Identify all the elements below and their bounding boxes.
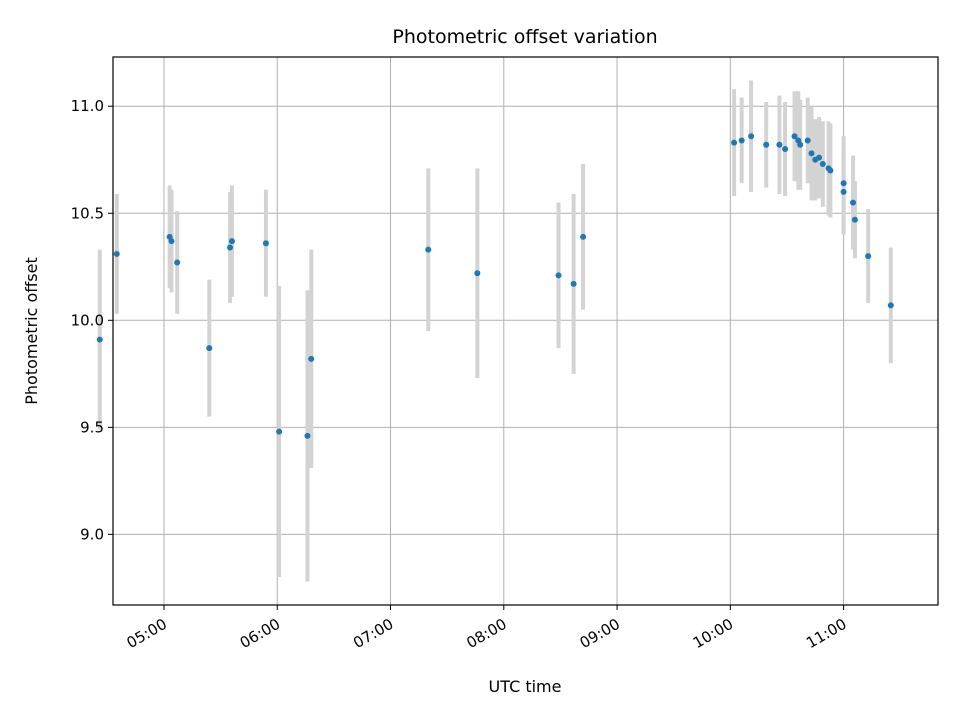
data-point bbox=[791, 133, 798, 140]
data-point bbox=[865, 253, 872, 260]
data-point bbox=[206, 345, 213, 352]
y-axis-ticks: 9.0 9.5 10.0 10.5 11.0 bbox=[71, 97, 113, 543]
data-point bbox=[827, 167, 834, 174]
y-tick-label: 9.5 bbox=[80, 418, 104, 436]
grid bbox=[113, 57, 938, 605]
data-point bbox=[276, 428, 283, 435]
y-axis-label: Photometric offset bbox=[22, 257, 41, 405]
y-tick-label: 11.0 bbox=[71, 97, 104, 115]
data-point bbox=[887, 302, 894, 309]
y-tick-label: 10.0 bbox=[71, 311, 104, 329]
data-point bbox=[731, 139, 738, 146]
data-point bbox=[819, 161, 826, 168]
data-point bbox=[763, 141, 770, 148]
data-point bbox=[840, 180, 847, 187]
data-point bbox=[308, 355, 315, 362]
data-point bbox=[804, 137, 811, 144]
data-point bbox=[570, 280, 577, 287]
data-point bbox=[851, 216, 858, 223]
data-point bbox=[840, 188, 847, 195]
data-point bbox=[228, 238, 235, 245]
data-point bbox=[168, 238, 175, 245]
data-point bbox=[113, 250, 120, 257]
data-point bbox=[808, 150, 815, 157]
data-point bbox=[425, 246, 432, 253]
data-point bbox=[580, 233, 587, 240]
data-point bbox=[738, 137, 745, 144]
chart-title: Photometric offset variation bbox=[392, 26, 657, 48]
data-point bbox=[474, 270, 481, 277]
data-point bbox=[776, 141, 783, 148]
data-point bbox=[227, 244, 234, 251]
data-point bbox=[748, 133, 755, 140]
data-points bbox=[96, 133, 894, 439]
data-point bbox=[555, 272, 562, 279]
y-tick-label: 10.5 bbox=[71, 204, 104, 222]
data-point bbox=[816, 154, 823, 161]
x-axis-label: UTC time bbox=[489, 677, 562, 696]
data-point bbox=[174, 259, 181, 266]
data-point bbox=[797, 141, 804, 148]
data-point bbox=[850, 199, 857, 206]
data-point bbox=[782, 146, 789, 153]
data-point bbox=[96, 336, 103, 343]
data-point bbox=[262, 240, 269, 247]
data-point bbox=[304, 432, 311, 439]
plot-frame bbox=[112, 56, 939, 606]
y-tick-label: 9.0 bbox=[80, 525, 104, 543]
